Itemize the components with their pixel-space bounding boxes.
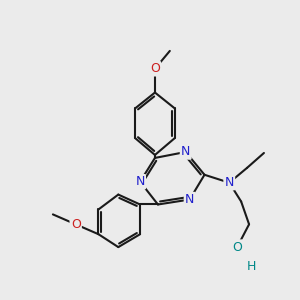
Text: O: O bbox=[150, 62, 160, 75]
Text: O: O bbox=[232, 241, 242, 254]
Text: O: O bbox=[71, 218, 81, 231]
Text: N: N bbox=[135, 175, 145, 188]
Text: H: H bbox=[246, 260, 256, 273]
Text: N: N bbox=[185, 193, 194, 206]
Text: N: N bbox=[225, 176, 234, 189]
Text: N: N bbox=[181, 146, 190, 158]
